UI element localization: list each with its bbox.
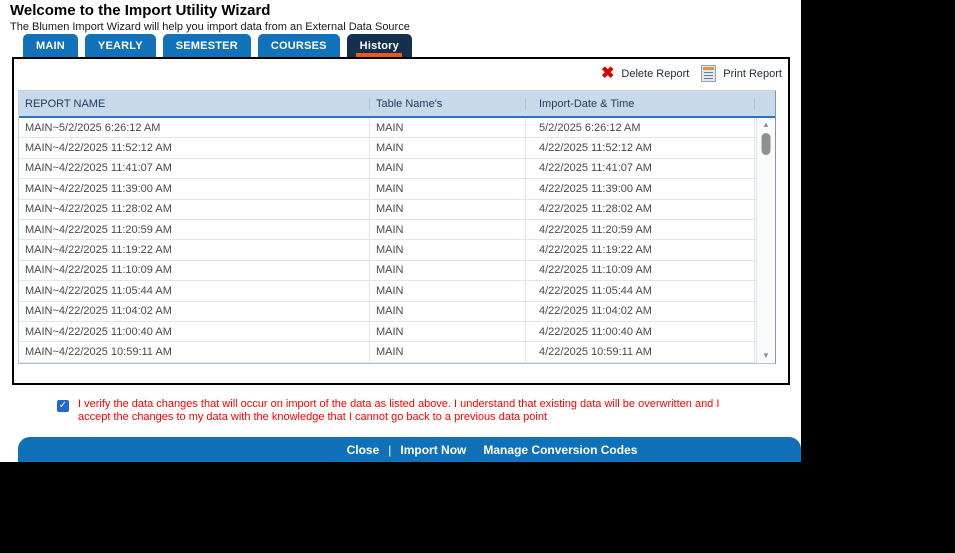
cell-import-datetime: 4/22/2025 10:59:11 AM xyxy=(526,342,755,362)
page-title: Welcome to the Import Utility Wizard xyxy=(10,2,271,19)
scrollbar-thumb[interactable] xyxy=(761,133,771,155)
cell-table-name: MAIN xyxy=(370,158,526,179)
cell-report-name: MAIN~4/22/2025 11:10:09 AM xyxy=(19,260,370,281)
cell-report-name: MAIN~4/22/2025 11:04:02 AM xyxy=(19,301,370,321)
verify-checkbox[interactable]: ✓ xyxy=(57,400,69,412)
cell-import-datetime: 4/22/2025 11:52:12 AM xyxy=(526,138,755,158)
table-header-row: REPORT NAME Table Name's Import-Date & T… xyxy=(19,91,775,118)
tab-label: History xyxy=(359,40,399,52)
column-header-table-name[interactable]: Table Name's xyxy=(370,97,526,110)
tab-bar: MAIN YEARLY SEMESTER COURSES History xyxy=(23,34,412,58)
cell-table-name: MAIN xyxy=(370,179,526,199)
cell-import-datetime: 5/2/2025 6:26:12 AM xyxy=(526,118,755,138)
tab-label: COURSES xyxy=(270,40,327,52)
table-row[interactable]: MAIN~4/22/2025 11:39:00 AM MAIN 4/22/202… xyxy=(19,179,775,200)
verify-warning-text: I verify the data changes that will occu… xyxy=(78,398,720,424)
scrollbar-up-button[interactable]: ▲ xyxy=(762,120,770,129)
table-row[interactable]: MAIN~4/22/2025 11:20:59 AM MAIN 4/22/202… xyxy=(19,219,775,241)
cell-report-name: MAIN~5/2/2025 6:26:12 AM xyxy=(19,118,370,138)
cell-import-datetime: 4/22/2025 11:20:59 AM xyxy=(526,219,755,240)
vertical-scrollbar[interactable]: ▲ ▼ xyxy=(756,118,775,363)
page-subtitle: The Blumen Import Wizard will help you i… xyxy=(10,21,410,33)
history-panel: ✖ Delete Report Print Report REPORT NAME… xyxy=(12,57,790,385)
column-header-import-datetime[interactable]: Import-Date & Time xyxy=(526,97,755,110)
delete-report-icon: ✖ xyxy=(601,64,615,82)
cell-table-name: MAIN xyxy=(370,199,526,219)
table-row[interactable]: MAIN~4/22/2025 11:52:12 AM MAIN 4/22/202… xyxy=(19,138,775,159)
cell-table-name: MAIN xyxy=(370,260,526,281)
table-rows-container: MAIN~5/2/2025 6:26:12 AM MAIN 5/2/2025 6… xyxy=(19,118,775,363)
import-utility-wizard-window: Welcome to the Import Utility Wizard The… xyxy=(0,0,801,462)
cell-import-datetime: 4/22/2025 11:00:40 AM xyxy=(526,321,755,342)
cell-table-name: MAIN xyxy=(370,240,526,260)
close-button[interactable]: Close xyxy=(346,442,380,457)
scrollbar-down-button[interactable]: ▼ xyxy=(762,351,770,360)
table-row[interactable]: MAIN~4/22/2025 11:00:40 AM MAIN 4/22/202… xyxy=(19,321,775,343)
history-table: REPORT NAME Table Name's Import-Date & T… xyxy=(18,90,776,364)
tab-label: YEARLY xyxy=(97,40,143,52)
tab-label: MAIN xyxy=(36,40,65,52)
tab-courses[interactable]: COURSES xyxy=(257,34,340,58)
manage-conversion-codes-button[interactable]: Manage Conversion Codes xyxy=(483,442,638,457)
cell-report-name: MAIN~4/22/2025 11:52:12 AM xyxy=(19,138,370,158)
cell-table-name: MAIN xyxy=(370,281,526,301)
tab-main[interactable]: MAIN xyxy=(23,34,78,58)
cell-import-datetime: 4/22/2025 11:10:09 AM xyxy=(526,260,755,281)
cell-table-name: MAIN xyxy=(370,301,526,321)
active-tab-underline xyxy=(356,53,403,57)
footer-action-bar: Close | Import Now Manage Conversion Cod… xyxy=(18,437,801,462)
cell-report-name: MAIN~4/22/2025 11:00:40 AM xyxy=(19,321,370,342)
column-header-report-name[interactable]: REPORT NAME xyxy=(19,97,370,110)
print-report-button[interactable]: Print Report xyxy=(723,67,782,80)
cell-import-datetime: 4/22/2025 11:39:00 AM xyxy=(526,179,755,199)
cell-report-name: MAIN~4/22/2025 11:39:00 AM xyxy=(19,179,370,199)
tab-history[interactable]: History xyxy=(346,34,412,58)
table-row[interactable]: MAIN~4/22/2025 11:19:22 AM MAIN 4/22/202… xyxy=(19,240,775,261)
cell-report-name: MAIN~4/22/2025 11:28:02 AM xyxy=(19,199,370,219)
cell-table-name: MAIN xyxy=(370,321,526,342)
delete-report-button[interactable]: Delete Report xyxy=(621,67,690,80)
confirmation-row: ✓ I verify the data changes that will oc… xyxy=(57,398,757,424)
table-row[interactable]: MAIN~5/2/2025 6:26:12 AM MAIN 5/2/2025 6… xyxy=(19,118,775,139)
report-toolbar: ✖ Delete Report Print Report xyxy=(601,65,782,82)
cell-import-datetime: 4/22/2025 11:05:44 AM xyxy=(526,281,755,301)
cell-report-name: MAIN~4/22/2025 10:59:11 AM xyxy=(19,342,370,362)
cell-import-datetime: 4/22/2025 11:41:07 AM xyxy=(526,158,755,179)
tab-semester[interactable]: SEMESTER xyxy=(162,34,251,58)
cell-report-name: MAIN~4/22/2025 11:05:44 AM xyxy=(19,281,370,301)
import-now-button[interactable]: Import Now xyxy=(400,442,467,457)
table-row[interactable]: MAIN~4/22/2025 11:41:07 AM MAIN 4/22/202… xyxy=(19,158,775,180)
table-row[interactable]: MAIN~4/22/2025 11:05:44 AM MAIN 4/22/202… xyxy=(19,281,775,302)
tab-label: SEMESTER xyxy=(175,40,238,52)
table-row[interactable]: MAIN~4/22/2025 10:59:11 AM MAIN 4/22/202… xyxy=(19,342,775,363)
cell-table-name: MAIN xyxy=(370,219,526,240)
cell-table-name: MAIN xyxy=(370,118,526,138)
tab-yearly[interactable]: YEARLY xyxy=(84,34,156,58)
cell-report-name: MAIN~4/22/2025 11:20:59 AM xyxy=(19,219,370,240)
cell-report-name: MAIN~4/22/2025 11:19:22 AM xyxy=(19,240,370,260)
cell-import-datetime: 4/22/2025 11:19:22 AM xyxy=(526,240,755,260)
print-report-icon xyxy=(701,65,717,82)
cell-table-name: MAIN xyxy=(370,342,526,362)
table-row[interactable]: MAIN~4/22/2025 11:28:02 AM MAIN 4/22/202… xyxy=(19,199,775,220)
cell-import-datetime: 4/22/2025 11:04:02 AM xyxy=(526,301,755,321)
table-body: MAIN~5/2/2025 6:26:12 AM MAIN 5/2/2025 6… xyxy=(19,118,775,363)
table-row[interactable]: MAIN~4/22/2025 11:10:09 AM MAIN 4/22/202… xyxy=(19,260,775,282)
cell-table-name: MAIN xyxy=(370,138,526,158)
table-row[interactable]: MAIN~4/22/2025 11:04:02 AM MAIN 4/22/202… xyxy=(19,301,775,322)
cell-import-datetime: 4/22/2025 11:28:02 AM xyxy=(526,199,755,219)
cell-report-name: MAIN~4/22/2025 11:41:07 AM xyxy=(19,158,370,179)
footer-separator: | xyxy=(388,442,392,457)
